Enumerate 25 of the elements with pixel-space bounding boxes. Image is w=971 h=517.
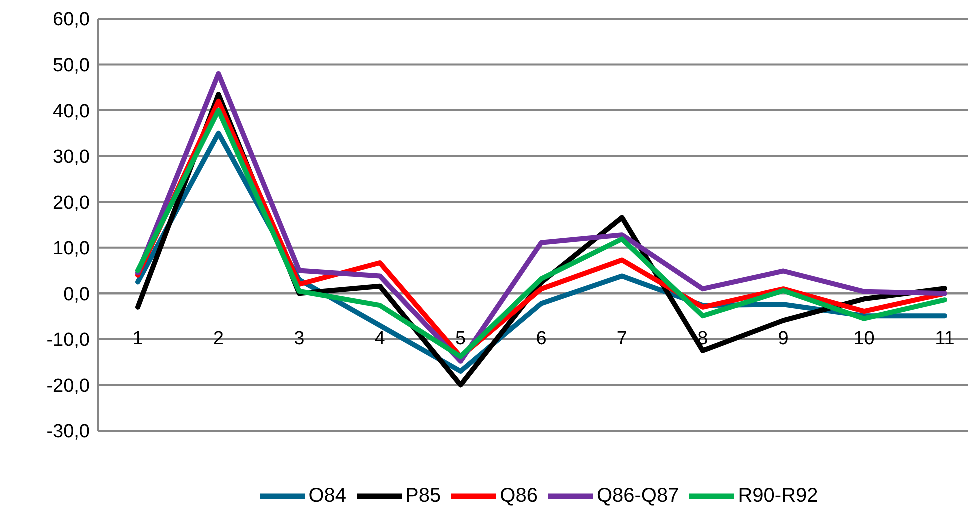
legend-label: R90-R92 — [738, 484, 818, 507]
legend-label: O84 — [308, 484, 347, 507]
y-tick-label: 10,0 — [53, 238, 90, 260]
y-tick-label: 40,0 — [53, 101, 90, 122]
legend-label: Q86-Q87 — [596, 484, 680, 507]
x-tick-label: 7 — [616, 328, 628, 350]
legend-label: Q86 — [500, 484, 538, 507]
y-tick-label: 20,0 — [53, 192, 90, 214]
x-tick-label: 3 — [294, 328, 305, 350]
x-tick-label: 11 — [935, 328, 955, 350]
x-tick-label: 10 — [854, 328, 875, 350]
x-tick-label: 5 — [456, 328, 466, 350]
y-tick-label: -10,0 — [46, 330, 90, 352]
y-tick-label: -30,0 — [46, 422, 90, 443]
x-tick-label: 2 — [213, 328, 224, 350]
y-tick-label: 30,0 — [53, 147, 90, 168]
y-tick-label: -20,0 — [46, 376, 90, 397]
x-tick-label: 4 — [374, 328, 386, 350]
y-tick-label: 0,0 — [64, 284, 90, 306]
x-tick-label: 6 — [536, 328, 547, 350]
legend-label: P85 — [406, 484, 442, 507]
y-tick-label: 50,0 — [53, 56, 90, 77]
x-tick-label: 1 — [132, 328, 144, 350]
x-tick-label: 9 — [778, 328, 789, 350]
y-tick-label: 60,0 — [53, 10, 90, 31]
